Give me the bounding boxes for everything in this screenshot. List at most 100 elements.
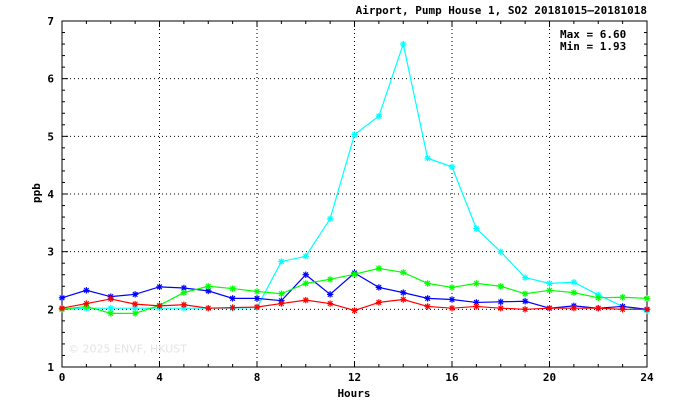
- data-point: [643, 295, 651, 302]
- y-axis-label: ppb: [30, 183, 43, 203]
- data-point: [326, 276, 334, 283]
- data-point: [156, 283, 163, 291]
- data-point: [473, 225, 480, 232]
- data-point: [400, 289, 407, 296]
- data-point: [570, 289, 578, 296]
- data-point: [424, 295, 431, 302]
- data-point: [546, 287, 553, 294]
- y-tick-label: 4: [47, 188, 54, 201]
- data-point: [229, 285, 236, 292]
- data-point: [229, 304, 236, 311]
- series-3: [58, 295, 651, 314]
- data-point: [58, 294, 66, 301]
- data-point: [83, 287, 90, 294]
- data-point: [278, 290, 285, 297]
- data-point: [375, 265, 383, 272]
- data-point: [448, 284, 456, 291]
- y-tick-label: 7: [47, 15, 54, 28]
- series-group: [58, 40, 651, 317]
- data-point: [375, 284, 383, 291]
- data-point: [375, 299, 383, 306]
- data-point: [278, 300, 285, 307]
- data-point: [546, 304, 553, 312]
- x-axis-label: Hours: [337, 387, 370, 400]
- data-point: [302, 253, 309, 260]
- x-tick-label: 24: [640, 371, 654, 384]
- data-point: [278, 258, 285, 265]
- data-point: [521, 290, 529, 297]
- data-point: [570, 279, 578, 286]
- data-point: [400, 296, 407, 303]
- data-point: [497, 248, 504, 255]
- data-point: [619, 294, 626, 301]
- data-point: [302, 296, 309, 304]
- x-tick-label: 20: [543, 371, 556, 384]
- data-point: [400, 269, 407, 276]
- data-point: [253, 295, 261, 302]
- data-point: [83, 300, 90, 307]
- data-point: [497, 304, 504, 312]
- x-tick-label: 16: [445, 371, 459, 384]
- data-point: [351, 270, 358, 278]
- data-point: [424, 280, 431, 287]
- data-point: [400, 40, 407, 48]
- y-tick-label: 6: [47, 73, 54, 86]
- series-2: [58, 265, 651, 317]
- data-point: [375, 112, 383, 120]
- data-point: [156, 302, 163, 310]
- data-point: [326, 291, 334, 298]
- data-point: [180, 289, 188, 296]
- y-tick-label: 2: [47, 303, 54, 316]
- x-tick-label: 0: [59, 371, 66, 384]
- x-tick-label: 12: [348, 371, 361, 384]
- data-point: [448, 163, 456, 171]
- data-point: [448, 296, 456, 303]
- y-tick-label: 3: [47, 246, 54, 259]
- data-point: [205, 283, 212, 290]
- data-point: [521, 306, 529, 313]
- data-point: [643, 306, 651, 313]
- data-point: [205, 304, 212, 312]
- data-point: [619, 306, 626, 313]
- data-point: [131, 310, 139, 317]
- data-point: [570, 304, 578, 312]
- data-point: [473, 303, 480, 310]
- x-tick-label: 4: [156, 371, 163, 384]
- chart-title: Airport, Pump House 1, SO2 20181015–2018…: [356, 4, 647, 17]
- data-point: [448, 304, 456, 312]
- data-point: [424, 303, 431, 310]
- data-point: [58, 304, 66, 312]
- data-point: [473, 280, 480, 287]
- data-point: [546, 280, 553, 287]
- data-point: [424, 155, 431, 162]
- data-point: [131, 291, 139, 298]
- data-point: [595, 304, 602, 312]
- data-point: [107, 295, 114, 303]
- data-point: [521, 298, 529, 305]
- max-label: Max = 6.60: [560, 28, 626, 41]
- data-point: [131, 300, 139, 308]
- data-point: [229, 295, 236, 302]
- data-point: [351, 307, 358, 314]
- data-point: [326, 215, 334, 222]
- y-tick-label: 5: [47, 130, 54, 143]
- data-point: [521, 274, 529, 281]
- data-point: [205, 287, 212, 295]
- data-point: [253, 288, 261, 295]
- data-point: [326, 300, 334, 307]
- data-point: [180, 301, 188, 308]
- watermark: © 2025 ENVF, HKUST: [68, 343, 187, 356]
- data-point: [595, 294, 602, 301]
- min-label: Min = 1.93: [560, 40, 626, 53]
- data-point: [497, 283, 504, 290]
- grid: [62, 21, 647, 367]
- data-point: [302, 271, 309, 278]
- data-point: [253, 303, 261, 311]
- y-tick-label: 1: [47, 361, 54, 374]
- data-point: [107, 310, 114, 317]
- data-point: [497, 298, 504, 306]
- data-point: [302, 280, 309, 287]
- x-tick-label: 8: [254, 371, 261, 384]
